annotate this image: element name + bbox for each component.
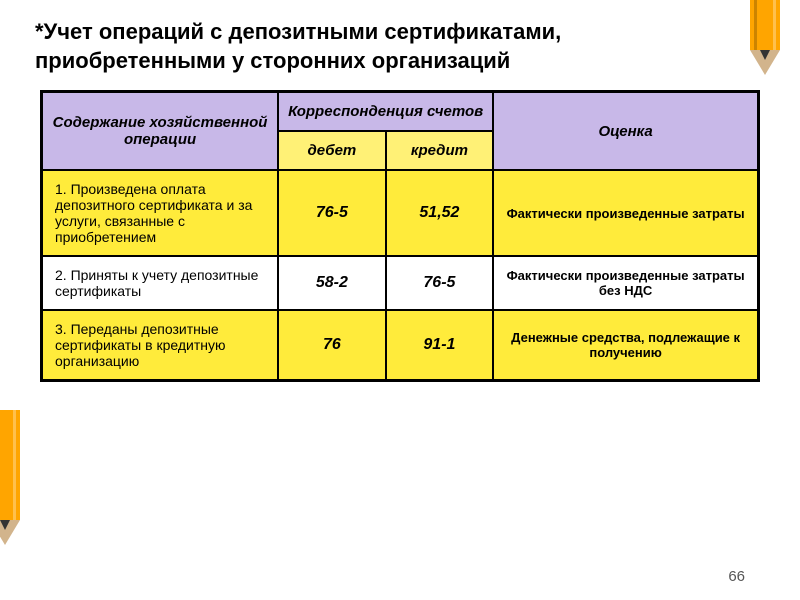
pencil-decoration-top — [750, 0, 780, 80]
pencil-decoration-left — [0, 410, 20, 550]
header-debit: дебет — [278, 131, 386, 170]
cell-content: 2. Приняты к учету депозитные сертификат… — [42, 256, 279, 310]
cell-debit: 58-2 — [278, 256, 386, 310]
header-content: Содержание хозяйственной операции — [42, 92, 279, 171]
cell-evaluation: Фактически произведенные затраты — [493, 170, 758, 256]
cell-debit: 76 — [278, 310, 386, 381]
table-row: 2. Приняты к учету депозитные сертификат… — [42, 256, 759, 310]
cell-content: 3. Переданы депозитные сертификаты в кре… — [42, 310, 279, 381]
cell-credit: 91-1 — [386, 310, 494, 381]
page-number: 66 — [728, 568, 745, 585]
table-row: 3. Переданы депозитные сертификаты в кре… — [42, 310, 759, 381]
accounting-table: Содержание хозяйственной операции Коррес… — [40, 90, 760, 382]
cell-credit: 76-5 — [386, 256, 494, 310]
cell-content: 1. Произведена оплата депозитного сертиф… — [42, 170, 279, 256]
cell-evaluation: Денежные средства, подлежащие к получени… — [493, 310, 758, 381]
table-container: Содержание хозяйственной операции Коррес… — [0, 90, 800, 382]
header-correspondence: Корреспонденция счетов — [278, 92, 493, 132]
table-body: 1. Произведена оплата депозитного сертиф… — [42, 170, 759, 381]
cell-debit: 76-5 — [278, 170, 386, 256]
header-credit: кредит — [386, 131, 494, 170]
header-evaluation: Оценка — [493, 92, 758, 171]
table-row: 1. Произведена оплата депозитного сертиф… — [42, 170, 759, 256]
slide-title: *Учет операций с депозитными сертификата… — [0, 0, 800, 90]
cell-credit: 51,52 — [386, 170, 494, 256]
cell-evaluation: Фактически произведенные затраты без НДС — [493, 256, 758, 310]
